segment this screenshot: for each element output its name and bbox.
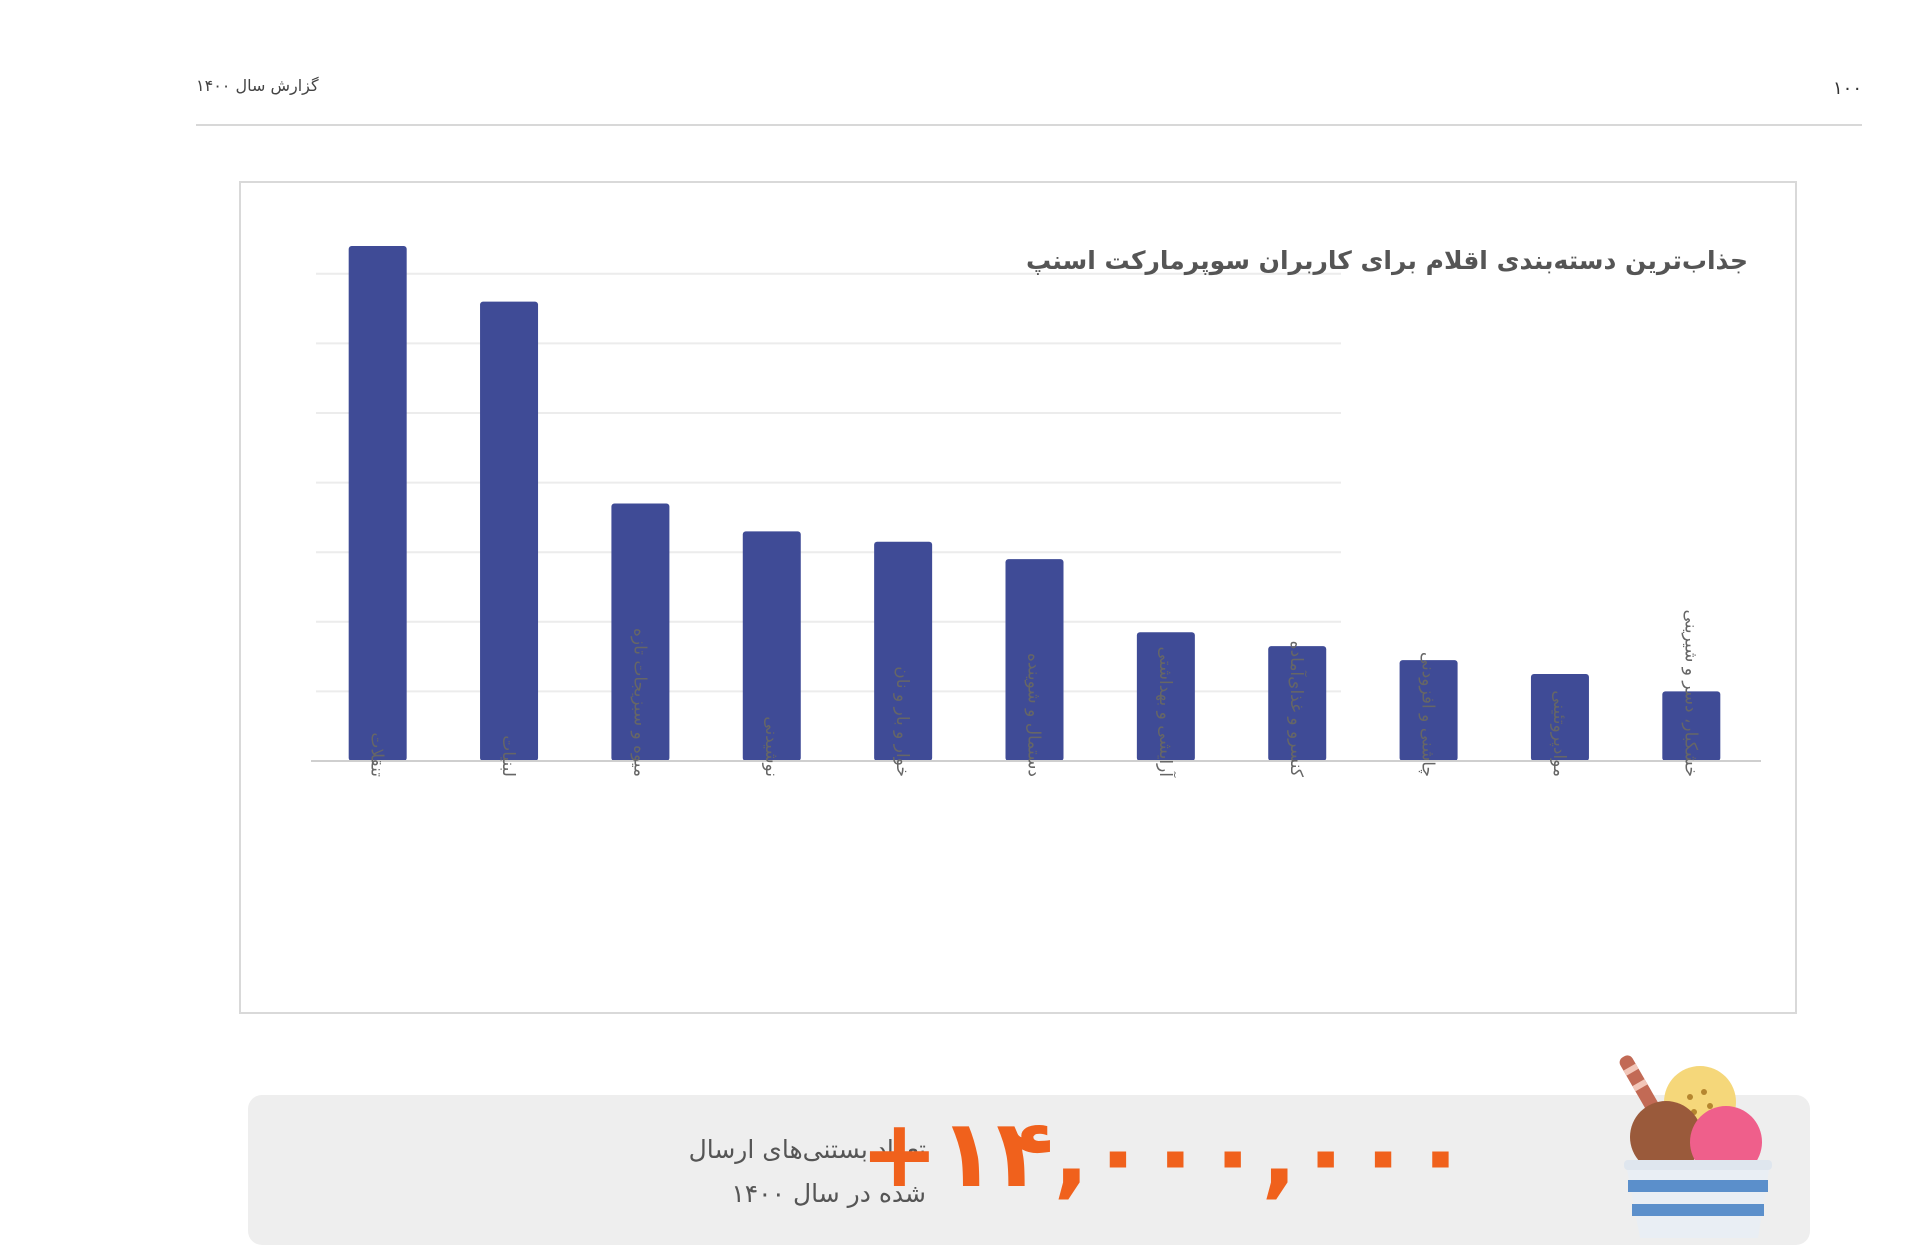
bar: [1399, 660, 1458, 761]
header-divider: [196, 124, 1862, 126]
ice-cream-icon: [1619, 1055, 1772, 1238]
category-label: نوشیدنی: [761, 716, 781, 777]
banner-number: +۱۴,۰۰۰,۰۰۰: [860, 1100, 1470, 1209]
bar: [874, 541, 933, 761]
category-label: خشکبار، دسر و شیرینی: [1680, 610, 1700, 777]
category-labels: تنقلات لبنیات میوه و سبزیجات تازه نوشیدنی خو…: [367, 610, 1701, 779]
banner-caption-line1: تعداد بستنی‌های ارسال: [688, 1135, 926, 1164]
grid-lines: [316, 272, 1341, 693]
page-number: ۱۰۰: [1832, 78, 1862, 99]
bar: [480, 301, 539, 761]
chart-title: جذاب‌ترین دسته‌بندی اقلام برای کاربران س…: [1026, 246, 1748, 276]
banner-caption: تعداد بستنی‌های ارسال شده در سال ۱۴۰۰: [596, 1128, 926, 1216]
report-label: گزارش سال ۱۴۰۰: [196, 76, 319, 95]
bar: [742, 531, 801, 761]
category-label: آرایشی و بهداشتی: [1155, 647, 1177, 779]
bar: [1662, 691, 1721, 761]
ice-cream-banner: [248, 1095, 1810, 1245]
category-label: کنسرو و غذای‌آماده: [1286, 641, 1308, 778]
chart-frame: تنقلات لبنیات میوه و سبزیجات تازه نوشیدنی خو…: [239, 181, 1797, 1014]
bar: [1530, 674, 1589, 761]
category-label: دستمال و شوینده: [1024, 653, 1044, 777]
category-label: چاشنی و افزودنی: [1418, 652, 1438, 777]
category-label: خوار و بار و نان: [892, 666, 912, 777]
bar: [1268, 646, 1327, 761]
bar: [1136, 632, 1195, 761]
category-label: تنقلات: [367, 732, 387, 777]
bar-chart: تنقلات لبنیات میوه و سبزیجات تازه نوشیدنی خو…: [311, 245, 1761, 779]
category-label: موادپروتئینی: [1549, 690, 1569, 777]
category-label: میوه و سبزیجات تازه: [629, 628, 649, 777]
category-label: لبنیات: [498, 735, 518, 777]
bar: [611, 503, 670, 761]
bars: [348, 245, 1721, 762]
bar: [1005, 559, 1064, 761]
banner-caption-line2: شده در سال ۱۴۰۰: [731, 1179, 926, 1208]
bar: [348, 245, 407, 762]
